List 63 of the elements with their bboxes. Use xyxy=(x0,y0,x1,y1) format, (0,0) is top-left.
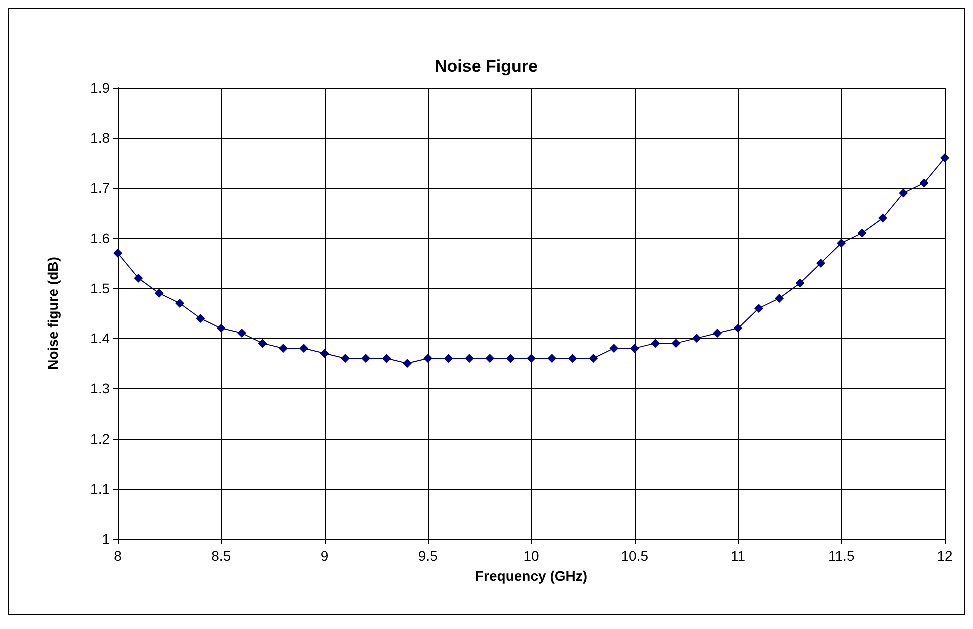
y-tick-label: 1.8 xyxy=(90,130,110,146)
point xyxy=(630,344,640,354)
point xyxy=(340,354,350,364)
x-tick-label: 8 xyxy=(114,548,122,564)
point xyxy=(816,258,826,268)
point xyxy=(216,324,226,334)
point xyxy=(651,339,660,348)
point xyxy=(610,344,619,354)
x-tick-label: 9.5 xyxy=(418,548,438,564)
x-tick-label: 8.5 xyxy=(212,548,232,564)
x-axis-title: Frequency (GHz) xyxy=(475,568,588,584)
point xyxy=(589,354,598,364)
point xyxy=(444,354,454,364)
x-tick-label: 11 xyxy=(730,548,746,564)
point xyxy=(486,354,495,364)
point xyxy=(940,154,950,163)
y-tick-label: 1.7 xyxy=(90,180,110,196)
point xyxy=(464,354,474,364)
point xyxy=(300,344,309,354)
point xyxy=(734,324,743,334)
x-tick-label: 11.5 xyxy=(828,548,855,564)
point xyxy=(176,298,185,308)
point xyxy=(506,354,516,364)
point xyxy=(527,354,536,364)
point xyxy=(154,288,164,298)
point xyxy=(672,339,681,348)
point xyxy=(837,238,846,248)
point xyxy=(713,329,722,338)
y-axis-title: Noise figure (dB) xyxy=(45,257,61,370)
point xyxy=(548,354,557,364)
y-tick-label: 1 xyxy=(102,531,110,547)
y-tick-label: 1.4 xyxy=(90,330,110,347)
x-tick-label: 10 xyxy=(524,548,540,564)
point xyxy=(134,274,144,283)
point xyxy=(196,314,206,324)
y-tick-label: 1.3 xyxy=(90,380,110,397)
point xyxy=(878,214,888,223)
point xyxy=(258,339,268,348)
x-tick-label: 9 xyxy=(320,548,329,564)
point xyxy=(362,354,371,364)
point xyxy=(920,178,929,188)
y-tick-label: 1.6 xyxy=(90,230,110,246)
y-tick-label: 1.1 xyxy=(90,480,110,497)
x-tick-label: 12 xyxy=(937,548,953,564)
point xyxy=(796,278,805,288)
chart-title: Noise Figure xyxy=(435,57,538,76)
point xyxy=(754,304,764,313)
point xyxy=(568,354,578,364)
point xyxy=(382,354,392,364)
y-tick-label: 1.5 xyxy=(90,280,110,296)
point xyxy=(899,188,908,198)
point xyxy=(114,248,122,258)
point xyxy=(402,359,412,368)
point xyxy=(278,344,288,354)
point xyxy=(692,334,702,344)
point xyxy=(424,354,433,364)
y-tick-label: 1.9 xyxy=(90,80,110,96)
point xyxy=(320,349,330,358)
point xyxy=(858,228,867,238)
point xyxy=(775,294,784,303)
point xyxy=(238,329,247,338)
x-tick-label: 10.5 xyxy=(621,548,649,564)
y-tick-label: 1.2 xyxy=(90,430,110,447)
